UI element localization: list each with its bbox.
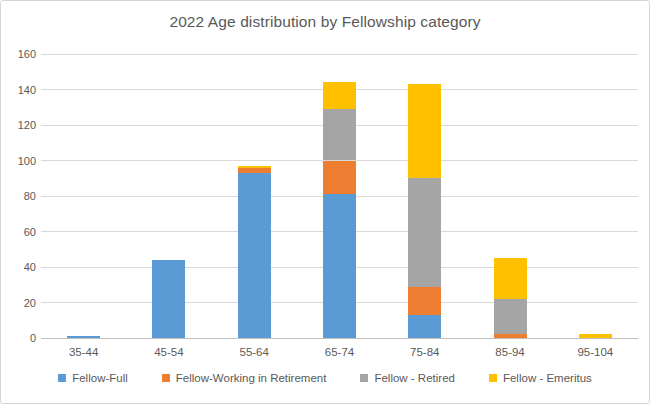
legend-swatch-icon: [360, 374, 368, 382]
legend-label: Fellow - Retired: [374, 372, 455, 384]
legend-swatch-icon: [489, 374, 497, 382]
bar-segment: [238, 166, 271, 168]
x-axis-tick-label: 85-94: [470, 346, 550, 358]
legend-item: Fellow-Working in Retirement: [162, 372, 327, 384]
legend-item: Fellow - Retired: [360, 372, 455, 384]
bar-segment: [323, 109, 356, 160]
y-axis-tick-label: 60: [1, 225, 36, 239]
bar-segment: [152, 260, 185, 338]
legend-item: Fellow-Full: [58, 372, 128, 384]
chart-title: 2022 Age distribution by Fellowship cate…: [1, 13, 649, 31]
bar-segment: [323, 161, 356, 195]
y-axis-tick-label: 100: [1, 154, 36, 168]
y-axis-tick-label: 40: [1, 260, 36, 274]
y-axis-tick-label: 120: [1, 118, 36, 132]
bar-segment: [323, 194, 356, 338]
x-axis-tick-label: 55-64: [214, 346, 294, 358]
bar-segment: [408, 178, 441, 286]
x-axis-tick-label: 65-74: [300, 346, 380, 358]
x-axis-tick-label: 45-54: [129, 346, 209, 358]
bar-segment: [238, 173, 271, 338]
chart-canvas: 2022 Age distribution by Fellowship cate…: [0, 0, 650, 404]
gridline: [41, 54, 638, 55]
legend-label: Fellow-Full: [72, 372, 128, 384]
bar-segment: [408, 84, 441, 178]
bar-segment: [494, 258, 527, 299]
y-axis-tick-label: 140: [1, 83, 36, 97]
y-axis-tick-label: 160: [1, 47, 36, 61]
legend-swatch-icon: [162, 374, 170, 382]
bar-segment: [67, 336, 100, 338]
bar-segment: [494, 299, 527, 335]
y-axis-tick-label: 20: [1, 296, 36, 310]
bar-segment: [579, 334, 612, 338]
y-axis-tick-label: 0: [1, 331, 36, 345]
x-axis-tick-label: 35-44: [44, 346, 124, 358]
legend-swatch-icon: [58, 374, 66, 382]
legend: Fellow-Full Fellow-Working in Retirement F…: [1, 372, 649, 384]
y-axis-tick-label: 80: [1, 189, 36, 203]
bar-segment: [238, 168, 271, 173]
bar-segment: [408, 315, 441, 338]
bar-segment: [323, 82, 356, 109]
legend-item: Fellow - Emeritus: [489, 372, 592, 384]
x-axis-tick-label: 95-104: [555, 346, 635, 358]
legend-label: Fellow - Emeritus: [503, 372, 592, 384]
bar-segment: [494, 334, 527, 338]
bar-segment: [408, 287, 441, 315]
legend-label: Fellow-Working in Retirement: [176, 372, 327, 384]
x-axis-tick-label: 75-84: [385, 346, 465, 358]
